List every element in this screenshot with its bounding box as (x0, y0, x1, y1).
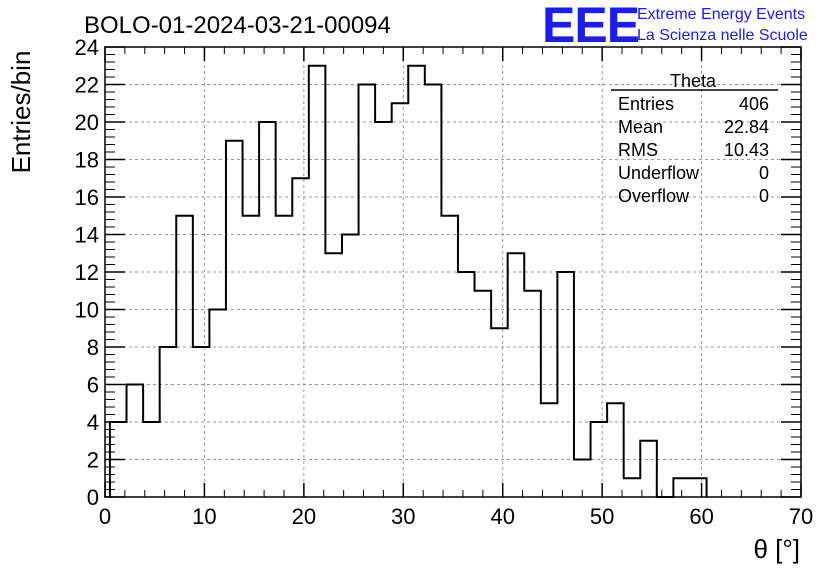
y-tick-label: 4 (87, 410, 99, 435)
stats-box: Theta Entries 406 Mean 22.84 RMS 10.43 Underfl… (611, 71, 778, 206)
x-tick-label: 70 (789, 504, 813, 529)
x-tick-label: 0 (99, 504, 111, 529)
stats-box-rows: Entries 406 Mean 22.84 RMS 10.43 Underflow 0 Ove… (618, 94, 769, 206)
eee-logo-mark: EEE (542, 0, 639, 53)
eee-logo-line1: Extreme Energy Events (637, 6, 805, 23)
x-tick-label: 60 (689, 504, 713, 529)
stats-row-label: Overflow (618, 186, 690, 206)
stats-row-value: 406 (739, 94, 769, 114)
chart-title: BOLO-01-2024-03-21-00094 (84, 12, 391, 39)
x-tick-label: 10 (192, 504, 216, 529)
y-tick-label: 20 (75, 110, 99, 135)
stats-row-label: RMS (618, 140, 658, 160)
stats-row-label: Mean (618, 117, 663, 137)
x-tick-label: 40 (490, 504, 514, 529)
y-tick-label: 16 (75, 185, 99, 210)
x-tick-label: 20 (292, 504, 316, 529)
x-axis-title: θ [°] (753, 534, 800, 564)
grid-lines (105, 47, 801, 497)
y-axis-title: Entries/bin (6, 51, 36, 174)
stats-row-value: 0 (759, 186, 769, 206)
y-tick-label: 2 (87, 448, 99, 473)
y-tick-label: 10 (75, 298, 99, 323)
eee-logo-line2: La Scienza nelle Scuole (637, 27, 808, 44)
stats-box-title: Theta (670, 71, 717, 91)
stats-row-label: Underflow (618, 163, 700, 183)
plot-frame (104, 46, 802, 498)
y-tick-label: 8 (87, 335, 99, 360)
y-tick-label: 6 (87, 373, 99, 398)
stats-row-value: 22.84 (724, 117, 769, 137)
y-tick-label: 18 (75, 148, 99, 173)
y-tick-label: 24 (75, 35, 99, 60)
histogram-series (108, 64, 708, 498)
y-tick-label: 12 (75, 260, 99, 285)
y-tick-label: 14 (75, 223, 99, 248)
stats-row-label: Entries (618, 94, 674, 114)
x-tick-label: 30 (391, 504, 415, 529)
x-tick-label: 50 (590, 504, 614, 529)
eee-logo: EEE Extreme Energy Events La Scienza nel… (542, 0, 808, 53)
y-tick-label: 22 (75, 73, 99, 98)
y-tick-label: 0 (87, 485, 99, 510)
axis-ticks (104, 46, 802, 498)
stats-row-value: 0 (759, 163, 769, 183)
stats-row-value: 10.43 (724, 140, 769, 160)
